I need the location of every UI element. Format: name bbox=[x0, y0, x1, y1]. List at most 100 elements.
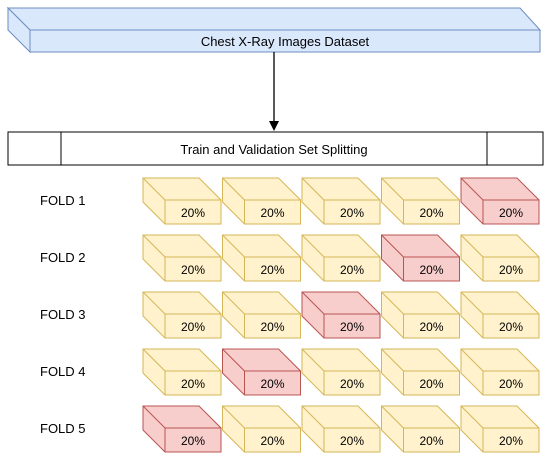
training-block: 20% bbox=[460, 348, 540, 396]
validation-block: 20% bbox=[381, 234, 460, 282]
dataset-label: Chest X-Ray Images Dataset bbox=[201, 34, 370, 49]
block-edge bbox=[222, 405, 245, 429]
block-percent-label: 20% bbox=[260, 263, 284, 277]
block-percent-label: 20% bbox=[181, 434, 205, 448]
block-edge bbox=[460, 291, 484, 315]
training-block: 20% bbox=[142, 291, 222, 339]
block-edge bbox=[142, 348, 166, 372]
block-front-face bbox=[164, 427, 222, 453]
fold-row: FOLD 1 20% 20% 20% 20% 20% bbox=[40, 177, 540, 225]
dataset-box-top bbox=[6, 7, 542, 31]
block-front-face bbox=[323, 199, 381, 225]
block-front-face bbox=[164, 313, 222, 339]
block-percent-label: 20% bbox=[340, 263, 364, 277]
block-edge bbox=[381, 177, 404, 201]
dataset-box-front bbox=[29, 29, 541, 53]
training-block: 20% bbox=[222, 291, 301, 339]
fold-row: FOLD 2 20% 20% 20% 20% 20% bbox=[40, 234, 540, 282]
training-block: 20% bbox=[460, 291, 540, 339]
block-front-face bbox=[482, 256, 540, 282]
block-percent-label: 20% bbox=[260, 434, 284, 448]
block-front-face bbox=[482, 199, 540, 225]
fold-label: FOLD 5 bbox=[40, 421, 86, 436]
block-front-face bbox=[323, 313, 381, 339]
training-block: 20% bbox=[460, 405, 540, 453]
block-edge bbox=[142, 405, 166, 429]
block-front-face bbox=[403, 370, 460, 396]
block-edge bbox=[381, 348, 404, 372]
block-percent-label: 20% bbox=[340, 320, 364, 334]
block-edge bbox=[301, 348, 325, 372]
block-front-face bbox=[244, 199, 301, 225]
block-front-face bbox=[164, 370, 222, 396]
block-edge bbox=[142, 177, 166, 201]
block-edge bbox=[381, 234, 404, 258]
block-edge bbox=[381, 291, 404, 315]
validation-block: 20% bbox=[460, 177, 540, 225]
block-percent-label: 20% bbox=[499, 377, 523, 391]
block-percent-label: 20% bbox=[260, 377, 284, 391]
block-percent-label: 20% bbox=[419, 263, 443, 277]
block-percent-label: 20% bbox=[499, 434, 523, 448]
block-percent-label: 20% bbox=[499, 263, 523, 277]
block-front-face bbox=[244, 427, 301, 453]
training-block: 20% bbox=[142, 348, 222, 396]
block-front-face bbox=[403, 427, 460, 453]
block-percent-label: 20% bbox=[419, 377, 443, 391]
folds-grid: FOLD 1 20% 20% 20% 20% 20% FOLD 2 20% 20% 20% 20% 2… bbox=[40, 177, 540, 453]
fold-row: FOLD 5 20% 20% 20% 20% 20% bbox=[40, 405, 540, 453]
block-percent-label: 20% bbox=[499, 320, 523, 334]
block-percent-label: 20% bbox=[181, 206, 205, 220]
block-percent-label: 20% bbox=[419, 434, 443, 448]
block-front-face bbox=[403, 199, 460, 225]
block-front-face bbox=[244, 313, 301, 339]
block-edge bbox=[142, 291, 166, 315]
fold-label: FOLD 1 bbox=[40, 193, 86, 208]
block-front-face bbox=[482, 427, 540, 453]
block-edge bbox=[142, 234, 166, 258]
block-edge bbox=[301, 291, 325, 315]
dataset-box: Chest X-Ray Images Dataset bbox=[6, 6, 542, 54]
block-front-face bbox=[323, 427, 381, 453]
training-block: 20% bbox=[381, 405, 460, 453]
block-front-face bbox=[244, 256, 301, 282]
block-percent-label: 20% bbox=[419, 206, 443, 220]
training-block: 20% bbox=[142, 234, 222, 282]
block-percent-label: 20% bbox=[499, 206, 523, 220]
block-percent-label: 20% bbox=[260, 206, 284, 220]
block-percent-label: 20% bbox=[340, 206, 364, 220]
training-block: 20% bbox=[381, 348, 460, 396]
block-edge bbox=[301, 405, 325, 429]
block-percent-label: 20% bbox=[340, 434, 364, 448]
block-front-face bbox=[482, 370, 540, 396]
block-front-face bbox=[244, 370, 301, 396]
training-block: 20% bbox=[301, 234, 381, 282]
training-block: 20% bbox=[142, 177, 222, 225]
block-edge bbox=[301, 177, 325, 201]
block-edge bbox=[301, 234, 325, 258]
splitting-label: Train and Validation Set Splitting bbox=[180, 142, 367, 157]
training-block: 20% bbox=[301, 348, 381, 396]
block-front-face bbox=[403, 256, 460, 282]
block-edge bbox=[222, 291, 245, 315]
block-percent-label: 20% bbox=[181, 377, 205, 391]
validation-block: 20% bbox=[142, 405, 222, 453]
block-percent-label: 20% bbox=[340, 377, 364, 391]
fold-row: FOLD 3 20% 20% 20% 20% 20% bbox=[40, 291, 540, 339]
training-block: 20% bbox=[460, 234, 540, 282]
block-edge bbox=[460, 177, 484, 201]
fold-label: FOLD 4 bbox=[40, 364, 86, 379]
training-block: 20% bbox=[381, 291, 460, 339]
block-edge bbox=[381, 405, 404, 429]
block-edge bbox=[460, 405, 484, 429]
splitting-box-frame bbox=[7, 131, 544, 166]
validation-block: 20% bbox=[222, 348, 301, 396]
training-block: 20% bbox=[301, 405, 381, 453]
training-block: 20% bbox=[381, 177, 460, 225]
block-front-face bbox=[403, 313, 460, 339]
block-edge bbox=[460, 348, 484, 372]
block-percent-label: 20% bbox=[181, 320, 205, 334]
block-edge bbox=[222, 234, 245, 258]
